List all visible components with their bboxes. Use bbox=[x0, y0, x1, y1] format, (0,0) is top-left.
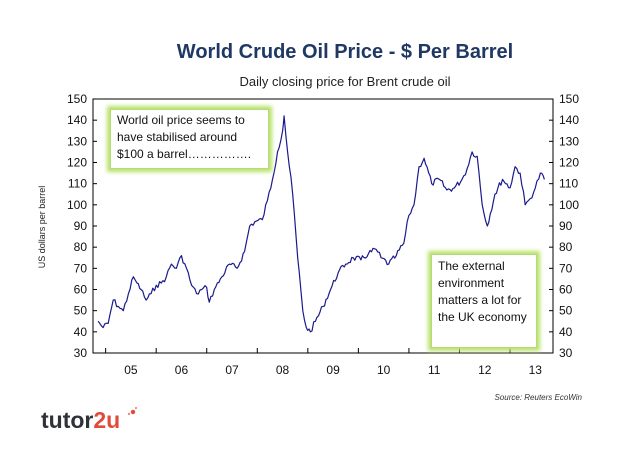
y-tick-label-left: 40 bbox=[74, 325, 88, 339]
y-tick-label-right: 110 bbox=[559, 177, 578, 191]
y-tick-label-left: 150 bbox=[67, 92, 87, 106]
x-tick-label: 10 bbox=[377, 363, 391, 377]
x-tick-label: 08 bbox=[276, 363, 290, 377]
y-tick-label-right: 60 bbox=[559, 283, 573, 297]
y-tick-label-right: 90 bbox=[559, 219, 573, 233]
y-tick-label-left: 90 bbox=[74, 219, 88, 233]
x-tick-label: 13 bbox=[529, 363, 543, 377]
y-tick-label-left: 80 bbox=[74, 240, 88, 254]
y-tick-label-right: 130 bbox=[559, 134, 579, 148]
y-tick-label-left: 120 bbox=[67, 156, 87, 170]
y-tick-label-right: 80 bbox=[559, 240, 573, 254]
x-tick-label: 11 bbox=[428, 363, 441, 377]
y-tick-label-left: 110 bbox=[68, 177, 87, 191]
y-tick-label-right: 70 bbox=[559, 261, 573, 275]
callout-stabilised-price: World oil price seems to have stabilised… bbox=[110, 109, 269, 169]
sparkle-icon bbox=[127, 406, 138, 416]
y-axis-right: 30 40 50 60 70 80 90 100 110 120 130 140 150 bbox=[549, 92, 579, 360]
y-tick-label-left: 70 bbox=[74, 261, 88, 275]
y-tick-label-left: 140 bbox=[67, 113, 87, 127]
source-note: Source: Reuters EcoWin bbox=[494, 393, 582, 402]
y-tick-label-left: 60 bbox=[74, 283, 88, 297]
y-tick-label-right: 30 bbox=[559, 346, 573, 360]
y-tick-label-right: 40 bbox=[559, 325, 573, 339]
chart-title: World Crude Oil Price - $ Per Barrel bbox=[176, 41, 514, 63]
y-tick-label-right: 150 bbox=[559, 92, 579, 106]
x-tick-label: 07 bbox=[225, 363, 239, 377]
y-tick-label-right: 120 bbox=[559, 156, 579, 170]
x-axis: 05 06 07 08 09 10 11 12 13 bbox=[105, 348, 543, 377]
x-tick-label: 05 bbox=[124, 363, 138, 377]
y-tick-label-left: 50 bbox=[74, 304, 88, 318]
price-series-line bbox=[97, 115, 545, 333]
x-tick-label: 09 bbox=[326, 363, 340, 377]
y-tick-label-left: 100 bbox=[67, 198, 87, 212]
y-axis-left: 30 40 50 60 70 80 90 100 110 120 130 140 150 bbox=[67, 92, 97, 360]
x-tick-label: 06 bbox=[175, 363, 189, 377]
y-tick-label-left: 30 bbox=[74, 346, 88, 360]
y-tick-label-left: 130 bbox=[67, 134, 87, 148]
svg-text:tutor2u: tutor2u bbox=[41, 407, 120, 433]
y-tick-label-right: 50 bbox=[559, 304, 573, 318]
callout-external-environment: The external environment matters a lot f… bbox=[431, 254, 537, 348]
x-tick-label: 12 bbox=[478, 363, 492, 377]
y-tick-label-right: 140 bbox=[559, 113, 579, 127]
y-tick-label-right: 100 bbox=[559, 198, 579, 212]
tutor2u-logo: tutor2u bbox=[41, 406, 151, 434]
chart-subtitle: Daily closing price for Brent crude oil bbox=[239, 74, 451, 89]
